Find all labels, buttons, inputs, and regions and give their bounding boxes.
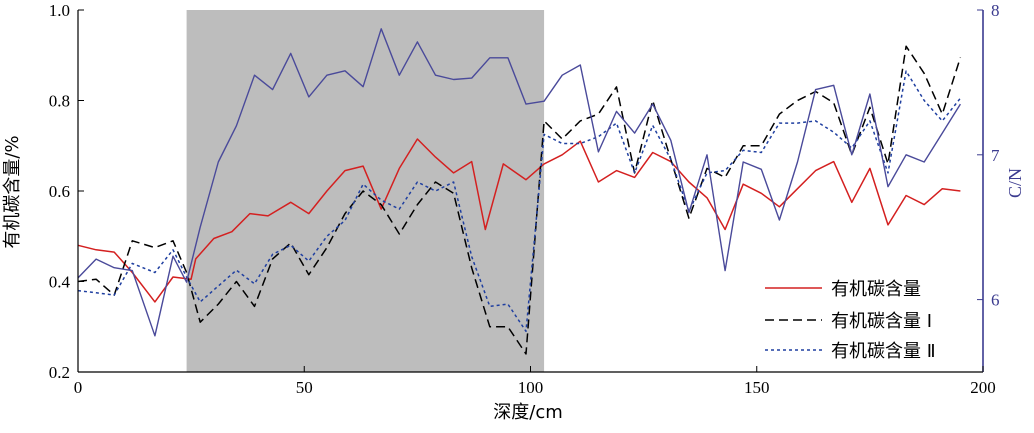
series-line-cn bbox=[77, 28, 961, 337]
shaded-region-layer bbox=[186, 10, 545, 372]
legend-label-toc: 有机碳含量 bbox=[831, 279, 921, 300]
legend-label-toc2: 有机碳含量 Ⅱ bbox=[831, 341, 936, 362]
y-tick-label: 0.8 bbox=[49, 92, 70, 111]
x-axis-title: 深度/cm bbox=[493, 402, 563, 423]
x-tick-label: 100 bbox=[518, 378, 544, 397]
y-tick-label: 0.6 bbox=[49, 182, 70, 201]
shaded-region bbox=[186, 10, 545, 372]
x-tick-label: 0 bbox=[74, 378, 83, 397]
series-line-toc1 bbox=[77, 45, 962, 355]
y2-tick-label: 7 bbox=[991, 146, 1000, 165]
y-tick-label: 0.2 bbox=[49, 363, 70, 382]
series-line-toc bbox=[77, 138, 961, 303]
y-tick-label: 1.0 bbox=[49, 1, 70, 20]
y-axis-title: 有机碳含量/% bbox=[2, 135, 23, 248]
y2-tick-label: 8 bbox=[991, 1, 1000, 20]
series-layer bbox=[77, 28, 962, 355]
y2-axis-title: C/N bbox=[1005, 168, 1025, 198]
y2-tick-label: 6 bbox=[991, 291, 1000, 310]
legend-label-toc1: 有机碳含量 Ⅰ bbox=[831, 311, 932, 332]
y-tick-label: 0.4 bbox=[49, 273, 71, 292]
x-tick-label: 150 bbox=[744, 378, 770, 397]
x-tick-label: 200 bbox=[970, 378, 996, 397]
tick-layer: 0 50 100 150 200 0.2 0.4 0.6 0.8 1.0 6 7 8 bbox=[49, 1, 1000, 397]
legend: 有机碳含量 有机碳含量 Ⅰ 有机碳含量 Ⅱ bbox=[765, 279, 936, 362]
x-tick-label: 50 bbox=[296, 378, 313, 397]
